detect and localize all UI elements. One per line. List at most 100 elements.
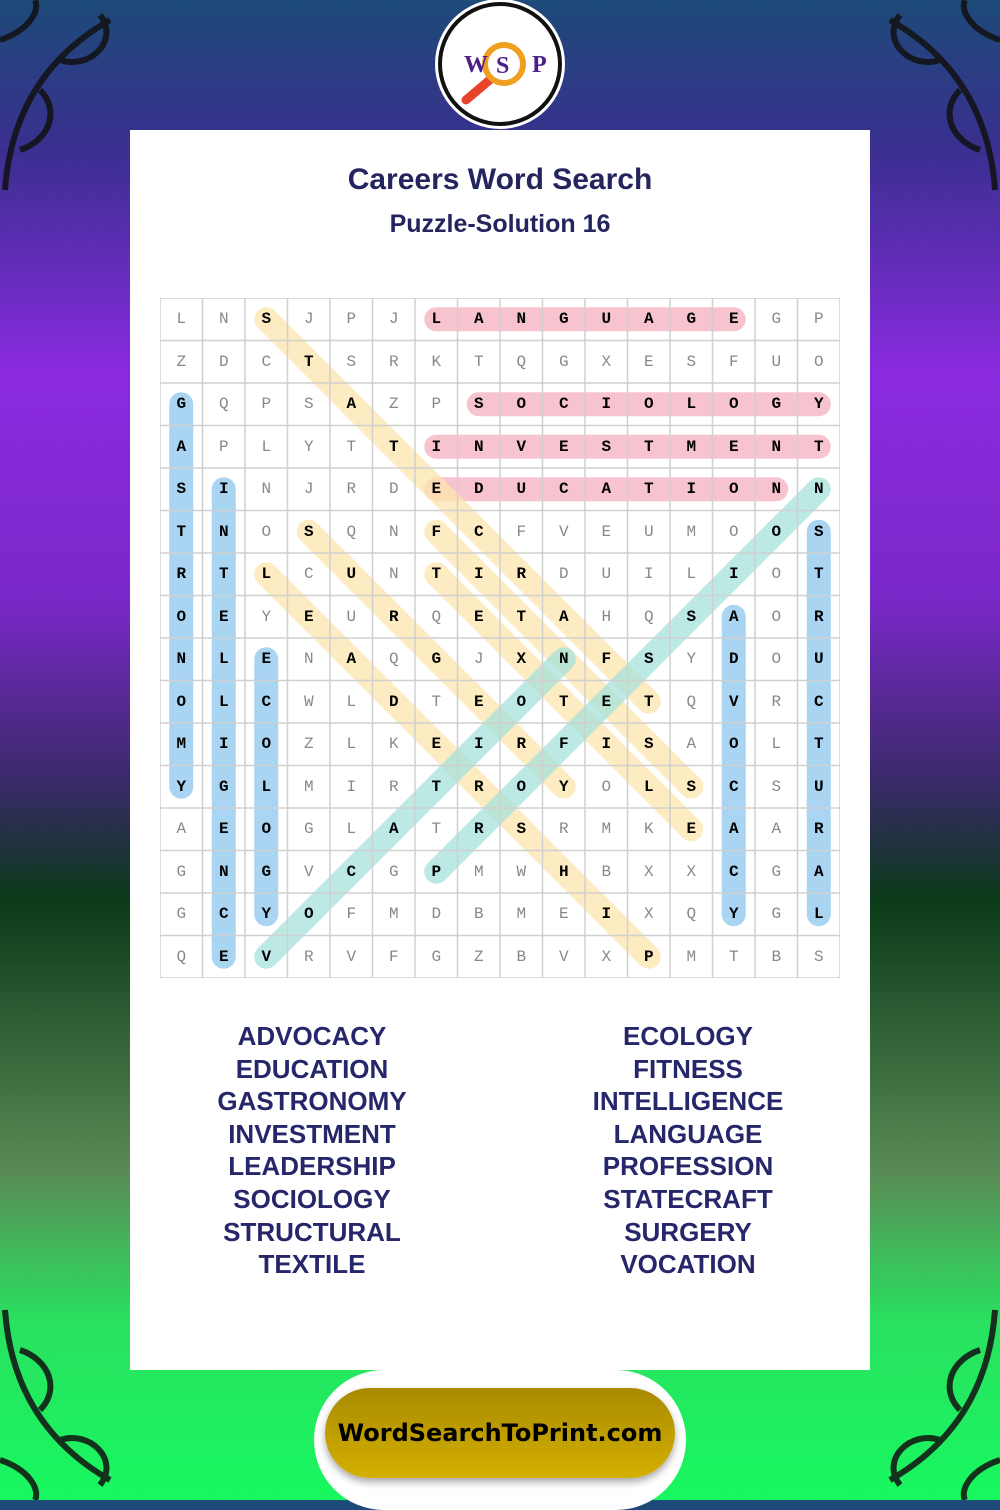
- grid-cell: L: [346, 735, 357, 754]
- grid-cell: G: [218, 777, 229, 796]
- word-list-item: FITNESS: [633, 1053, 743, 1084]
- grid-cell: N: [771, 480, 782, 499]
- grid-cell: E: [218, 947, 229, 966]
- grid-cell: A: [558, 607, 569, 626]
- grid-cell: J: [303, 310, 314, 329]
- grid-cell: E: [431, 480, 442, 499]
- grid-cell: X: [516, 650, 527, 669]
- grid-cell: V: [558, 522, 569, 541]
- word-search-grid: L N S J P J L A N G U A G E G P Z D C T S R K T Q G X E S F U O G Q P S A Z P S…: [160, 298, 840, 978]
- grid-cell: I: [601, 735, 612, 754]
- grid-cell: Q: [686, 905, 697, 924]
- grid-cell: R: [388, 777, 399, 796]
- grid-cell: L: [686, 395, 697, 414]
- grid-cell: M: [473, 862, 484, 881]
- grid-cell: K: [431, 352, 442, 371]
- grid-cell: S: [473, 395, 484, 414]
- grid-cell: I: [643, 565, 654, 584]
- grid-cell: Y: [303, 437, 314, 456]
- grid-cell: N: [388, 565, 399, 584]
- grid-cell: Z: [473, 947, 484, 966]
- grid-cell: M: [176, 735, 187, 754]
- grid-cell: I: [218, 480, 229, 499]
- grid-cell: U: [643, 522, 654, 541]
- grid-cell: P: [431, 395, 442, 414]
- grid-cell: I: [601, 395, 612, 414]
- grid-cell: D: [728, 650, 739, 669]
- grid-cell: R: [516, 735, 527, 754]
- grid-cell: V: [516, 437, 527, 456]
- grid-cell: L: [218, 650, 229, 669]
- grid-cell: X: [686, 862, 697, 881]
- grid-cell: G: [431, 947, 442, 966]
- grid-cell: N: [388, 522, 399, 541]
- grid-cell: Q: [218, 395, 229, 414]
- grid-cell: Z: [303, 735, 314, 754]
- grid-cell: S: [303, 395, 314, 414]
- grid-cell: T: [813, 565, 824, 584]
- grid-cell: U: [346, 607, 357, 626]
- grid-cell: G: [261, 862, 272, 881]
- grid-cell: R: [813, 607, 824, 626]
- grid-cell: T: [728, 947, 739, 966]
- word-list-item: INTELLIGENCE: [592, 1086, 784, 1117]
- grid-cell: S: [261, 310, 272, 329]
- grid-cell: P: [431, 862, 442, 881]
- highlight-textile: [424, 562, 704, 842]
- logo-letter-w: W: [464, 52, 488, 78]
- grid-cell: O: [261, 820, 272, 839]
- grid-cell: F: [728, 352, 739, 371]
- grid-cell: T: [558, 692, 569, 711]
- grid-cell: C: [558, 480, 569, 499]
- grid-cell: S: [346, 352, 357, 371]
- grid-cell: J: [303, 480, 314, 499]
- website-link-button[interactable]: WordSearchToPrint.com: [325, 1388, 675, 1478]
- grid-cell: O: [516, 692, 527, 711]
- grid-cell: U: [813, 777, 824, 796]
- grid-cell: A: [176, 820, 187, 839]
- grid-cell: V: [303, 862, 314, 881]
- grid-cell: C: [558, 395, 569, 414]
- grid-cell: R: [558, 820, 569, 839]
- grid-cell: U: [813, 650, 824, 669]
- grid-cell: S: [601, 437, 612, 456]
- grid-cell: G: [771, 862, 782, 881]
- grid-cell: A: [473, 310, 484, 329]
- grid-cell: T: [431, 692, 442, 711]
- word-list-item: SOCIOLOGY: [233, 1183, 391, 1214]
- corner-ornament-icon: [0, 0, 112, 191]
- grid-cell: I: [473, 565, 484, 584]
- grid-cell: E: [728, 310, 739, 329]
- word-list-item: TEXTILE: [258, 1249, 366, 1280]
- grid-cell: O: [771, 607, 782, 626]
- grid-cell: A: [771, 820, 782, 839]
- grid-cell: U: [601, 310, 612, 329]
- grid-cell: Q: [346, 522, 357, 541]
- grid-cell: X: [643, 905, 654, 924]
- grid-cell: D: [388, 692, 399, 711]
- grid-cell: Y: [813, 395, 824, 414]
- grid-cell: G: [771, 905, 782, 924]
- grid-cell: L: [431, 310, 442, 329]
- grid-cell: T: [643, 480, 654, 499]
- word-list-item: LANGUAGE: [613, 1118, 763, 1149]
- word-list-item: PROFESSION: [602, 1151, 774, 1182]
- grid-cell: N: [176, 650, 187, 669]
- grid-cell: W: [516, 862, 527, 881]
- grid-cell: G: [771, 395, 782, 414]
- grid-cell: I: [473, 735, 484, 754]
- grid-cell: R: [813, 820, 824, 839]
- grid-cell: J: [473, 650, 484, 669]
- grid-cell: L: [261, 565, 272, 584]
- grid-cell: P: [346, 310, 357, 329]
- grid-cell: S: [176, 480, 187, 499]
- grid-cell: X: [643, 862, 654, 881]
- grid-cell: X: [601, 352, 612, 371]
- grid-cell: K: [388, 735, 399, 754]
- word-list-item: GASTRONOMY: [217, 1086, 407, 1117]
- grid-cell: C: [261, 692, 272, 711]
- grid-cell: L: [218, 692, 229, 711]
- grid-cell: O: [176, 692, 187, 711]
- grid-cell: L: [346, 820, 357, 839]
- grid-cell: F: [558, 735, 569, 754]
